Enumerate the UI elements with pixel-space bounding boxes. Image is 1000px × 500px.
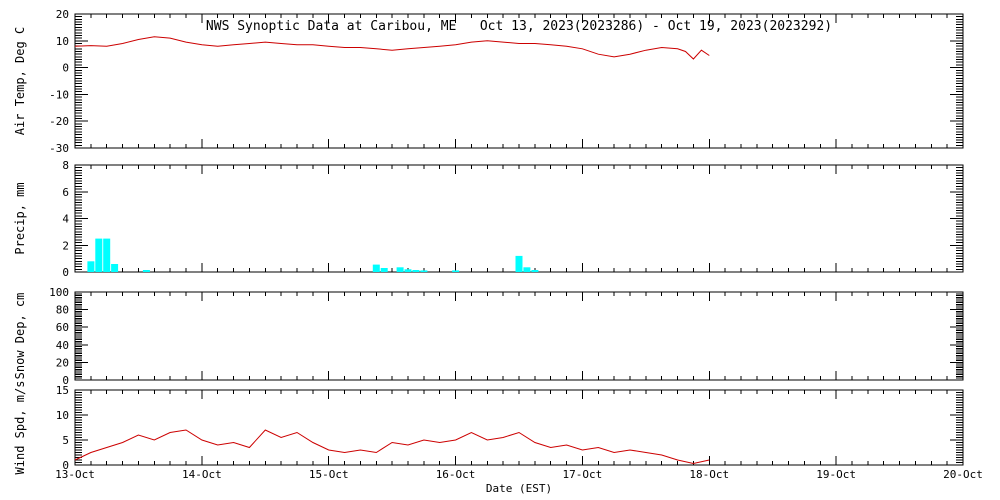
y-tick-label: -10 [49, 88, 69, 101]
y-axis-title-air-temp: Air Temp, Deg C [13, 27, 27, 135]
precip-bars [87, 238, 539, 272]
x-axis-title: Date (EST) [486, 482, 552, 495]
panel-frame [74, 13, 964, 149]
y-tick-label: 5 [62, 434, 69, 447]
y-tick-label: 10 [56, 35, 69, 48]
x-tick-label: 13-Oct [55, 468, 95, 481]
y-tick-label: 20 [56, 8, 69, 21]
panel-snow-depth: 100 80 60 40 20 0 Snow Dep, cm [13, 286, 964, 387]
x-tick-label: 17-Oct [563, 468, 603, 481]
chart-title: NWS Synoptic Data at Caribou, ME Oct 13,… [206, 19, 832, 34]
panel-frame [74, 291, 964, 381]
y-tick-label: -30 [49, 142, 69, 155]
y-tick-label: 20 [56, 356, 69, 369]
y-axis-title-precip: Precip, mm [13, 182, 27, 254]
precip-bar [380, 268, 388, 272]
y-tick-label: 0 [62, 62, 69, 75]
x-tick-label: 16-Oct [436, 468, 476, 481]
y-tick-label: 0 [62, 459, 69, 472]
y-tick-label: 15 [56, 384, 69, 397]
panel-wind-speed: 15 10 5 0 Wind Spd, m/s [13, 381, 964, 475]
y-tick-label: 100 [49, 286, 69, 299]
precip-bar [372, 264, 380, 272]
precip-bar [531, 270, 539, 272]
x-tick-label: 18-Oct [689, 468, 729, 481]
precip-bar [523, 267, 531, 272]
x-tick-label: 19-Oct [816, 468, 856, 481]
y-tick-label: 0 [62, 374, 69, 387]
precip-bar [142, 270, 150, 272]
precip-bar [95, 238, 103, 272]
precip-bar [87, 261, 95, 272]
precip-bar [396, 267, 404, 272]
precip-bar [452, 270, 460, 272]
y-tick-label: 4 [62, 213, 69, 226]
x-tick-label: 20-Oct [943, 468, 983, 481]
precip-bar [420, 270, 428, 272]
precip-bar [515, 255, 523, 272]
air-temp-line [74, 36, 710, 60]
y-axis-title-snow-depth: Snow Dep, cm [13, 293, 27, 380]
x-tick-label: 14-Oct [182, 468, 222, 481]
precip-bar [404, 269, 412, 272]
precip-bar [103, 238, 111, 272]
y-tick-label: 6 [62, 186, 69, 199]
precip-bar [111, 264, 119, 272]
y-tick-label: 0 [62, 266, 69, 279]
y-tick-label: -20 [49, 115, 69, 128]
panel-frame [74, 389, 964, 466]
y-tick-label: 8 [62, 159, 69, 172]
precip-bar [412, 270, 420, 272]
panel-air-temp: 20 10 0 -10 -20 -30 Air Temp, Deg C [13, 8, 964, 155]
y-axis-title-wind-speed: Wind Spd, m/s [13, 381, 27, 475]
y-tick-label: 10 [56, 409, 69, 422]
panel-precip: 8 6 4 2 0 Precip, mm [13, 159, 964, 279]
y-tick-label: 60 [56, 321, 69, 334]
y-tick-label: 80 [56, 304, 69, 317]
y-tick-label: 40 [56, 339, 69, 352]
wind-speed-line [74, 429, 710, 465]
y-tick-label: 2 [62, 239, 69, 252]
x-tick-label: 15-Oct [309, 468, 349, 481]
